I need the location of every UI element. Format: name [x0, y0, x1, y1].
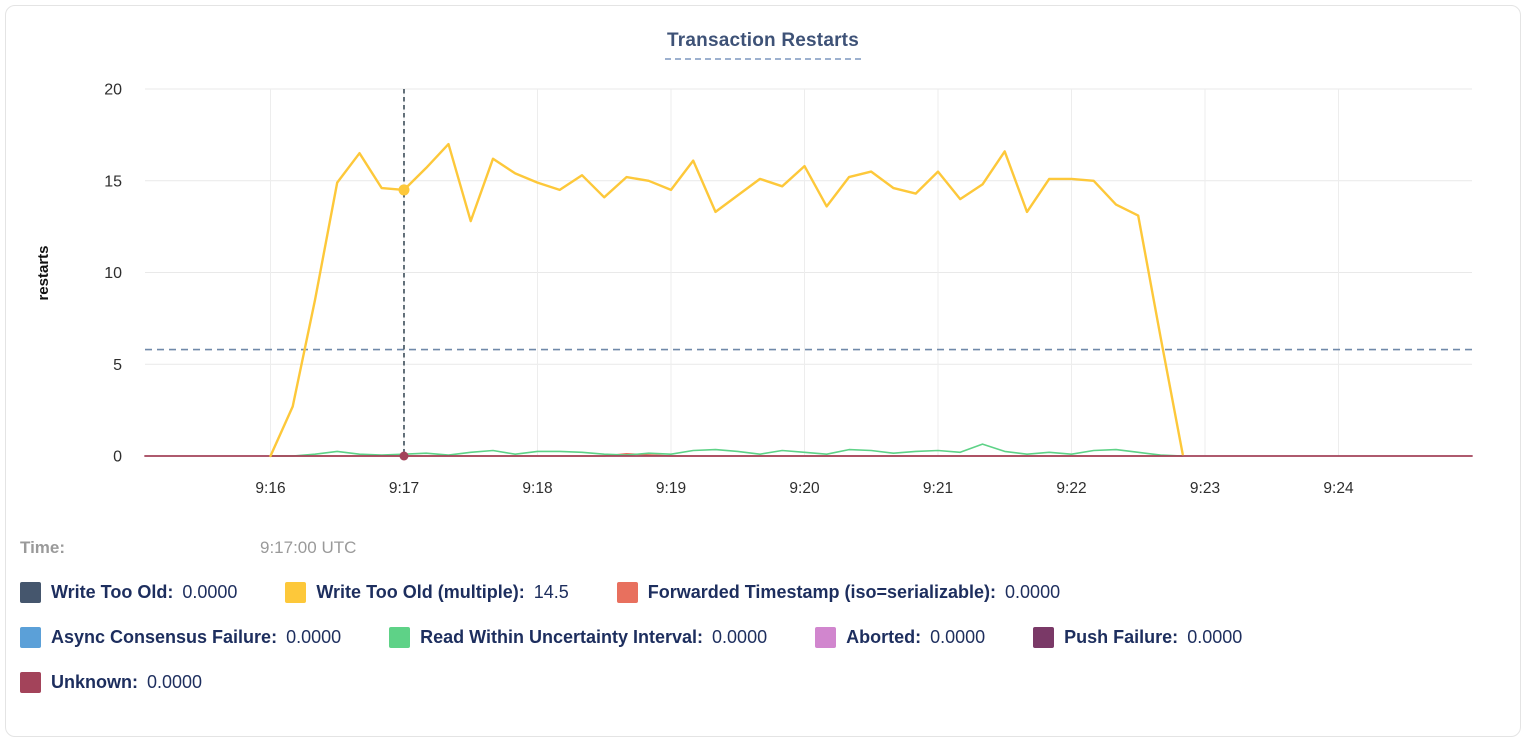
legend-item-aborted: Aborted: 0.0000: [815, 627, 985, 648]
crosshair-dot-write-too-old-multiple: [398, 184, 410, 196]
legend-swatch: [20, 672, 41, 693]
time-value: 9:17:00 UTC: [260, 538, 357, 557]
legend-swatch: [815, 627, 837, 648]
legend-value: 0.0000: [712, 627, 768, 647]
legend-value: 0.0000: [182, 582, 238, 602]
legend-swatch: [285, 582, 307, 603]
x-tick-label: 9:20: [789, 480, 820, 497]
legend-swatch: [1033, 627, 1055, 648]
legend-label: Aborted:: [846, 627, 922, 647]
legend-label: Async Consensus Failure:: [51, 627, 278, 647]
crosshair-dot-unknown: [399, 451, 409, 461]
legend-label: Push Failure:: [1064, 627, 1179, 647]
legend-swatch: [20, 582, 41, 603]
series-line-write-too-old-multiple: [269, 142, 1184, 458]
legend-item-async-consensus-failure: Async Consensus Failure: 0.0000: [20, 627, 341, 648]
y-tick-label: 0: [113, 449, 122, 466]
chart-card: Transaction Restarts 9:16 9:17 9:18 9:19 9:2…: [5, 5, 1521, 737]
legend-item-forwarded-timestamp-iso-serializable: Forwarded Timestamp (iso=serializable): 0…: [616, 582, 1061, 603]
legend-label: Read Within Uncertainty Interval:: [420, 627, 704, 647]
legend-value: 0.0000: [1005, 582, 1061, 602]
legend-row: Unknown: 0.0000: [20, 672, 1506, 693]
time-row: Time: 9:17:00 UTC: [20, 538, 356, 558]
legend-item-push-failure: Push Failure: 0.0000: [1033, 627, 1242, 648]
legend-value: 0.0000: [147, 672, 203, 692]
legend-label: Write Too Old:: [51, 582, 174, 602]
y-tick-label: 15: [104, 173, 122, 190]
x-tick-label: 9:18: [522, 480, 552, 497]
x-tick-label: 9:19: [656, 480, 686, 497]
legend-item-write-too-old-multiple: Write Too Old (multiple): 14.5: [285, 582, 569, 603]
x-tick-label: 9:17: [389, 480, 419, 497]
x-tick-label: 9:21: [923, 480, 953, 497]
legend-value: 0.0000: [930, 627, 986, 647]
x-tick-label: 9:24: [1323, 480, 1354, 497]
x-tick-label: 9:23: [1190, 480, 1220, 497]
legend: Write Too Old: 0.0000 Write Too Old (multi…: [20, 582, 1506, 717]
legend-value: 14.5: [533, 582, 569, 602]
x-tick-label: 9:22: [1056, 480, 1086, 497]
legend-row: Write Too Old: 0.0000 Write Too Old (multi…: [20, 582, 1506, 603]
legend-value: 0.0000: [1187, 627, 1243, 647]
series-line-read-within-uncertainty-interval: [269, 443, 1184, 457]
time-label: Time:: [20, 538, 66, 557]
chart-title-wrap: Transaction Restarts: [6, 30, 1520, 60]
legend-swatch: [616, 582, 638, 603]
y-tick-label: 10: [104, 265, 122, 282]
transaction-restarts-chart[interactable]: 9:16 9:17 9:18 9:19 9:20 9:21 9:22 9:23 9:24 0 5 10…: [5, 6, 1521, 518]
chart-title[interactable]: Transaction Restarts: [665, 30, 861, 60]
legend-value: 0.0000: [286, 627, 342, 647]
legend-label: Write Too Old (multiple):: [316, 582, 525, 602]
legend-item-unknown: Unknown: 0.0000: [20, 672, 202, 693]
legend-label: Forwarded Timestamp (iso=serializable):: [647, 582, 997, 602]
legend-swatch: [389, 627, 411, 648]
y-tick-label: 20: [104, 82, 122, 99]
legend-label: Unknown:: [51, 672, 138, 692]
y-tick-label: 5: [113, 357, 122, 374]
legend-swatch: [20, 627, 41, 648]
legend-item-write-too-old: Write Too Old: 0.0000: [20, 582, 237, 603]
gridlines: [145, 88, 1472, 457]
y-axis-label: restarts: [35, 245, 52, 300]
legend-item-read-within-uncertainty-interval: Read Within Uncertainty Interval: 0.0000: [389, 627, 767, 648]
legend-row: Async Consensus Failure: 0.0000 Read Withi…: [20, 627, 1506, 648]
x-tick-label: 9:16: [255, 480, 285, 497]
